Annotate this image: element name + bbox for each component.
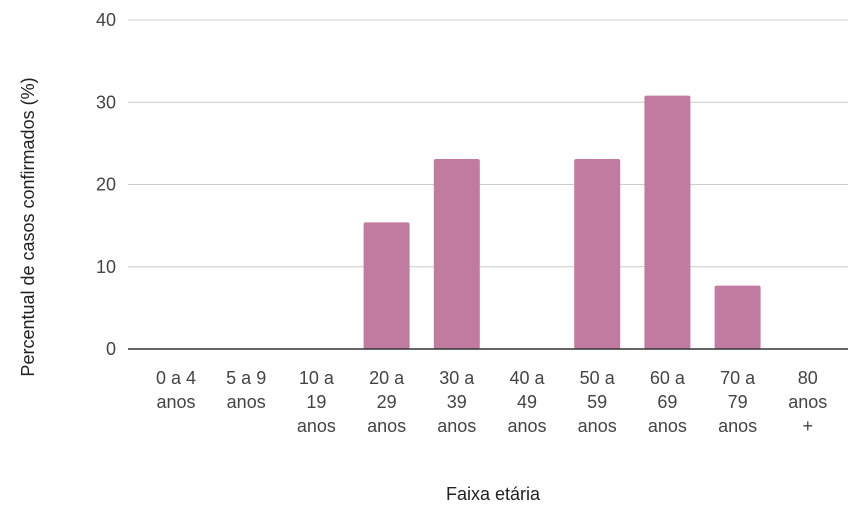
- x-tick-label-line: anos: [437, 416, 476, 436]
- x-tick-label-line: 39: [447, 392, 467, 412]
- x-tick-label: 20 a 29 anos: [367, 368, 406, 436]
- x-tick-label-line: anos: [297, 416, 336, 436]
- x-axis-title: Faixa etária: [446, 484, 541, 504]
- bar: [433, 159, 480, 349]
- x-tick-label-line: anos: [367, 416, 406, 436]
- x-tick-label-line: 69: [657, 392, 677, 412]
- x-tick-label-line: 10 a: [299, 368, 335, 388]
- bar: [574, 159, 621, 349]
- x-tick-label-line: 80: [798, 368, 818, 388]
- y-axis-title: Percentual de casos confirmados (%): [18, 77, 38, 376]
- x-tick-label: 30 a 39 anos: [437, 368, 476, 436]
- x-tick-label-line: 0 a 4: [156, 368, 196, 388]
- x-tick-label: 70 a 79 anos: [718, 368, 757, 436]
- x-tick-label: 10 a 19 anos: [297, 368, 336, 436]
- x-tick-label-line: 60 a: [650, 368, 686, 388]
- bar: [363, 222, 410, 349]
- x-tick-label-line: 40 a: [509, 368, 545, 388]
- x-tick-label-line: 19: [306, 392, 326, 412]
- x-tick-label-line: anos: [788, 392, 827, 412]
- y-tick-label: 20: [96, 175, 116, 195]
- x-tick-label-line: 79: [728, 392, 748, 412]
- x-tick-label-line: anos: [718, 416, 757, 436]
- y-axis-ticks: 0 10 20 30 40: [96, 10, 116, 359]
- bar: [714, 285, 761, 349]
- y-tick-label: 30: [96, 92, 116, 112]
- x-tick-label-line: 20 a: [369, 368, 405, 388]
- bars: [363, 95, 761, 349]
- x-tick-label-line: 49: [517, 392, 537, 412]
- x-tick-label-line: anos: [648, 416, 687, 436]
- gridlines: [128, 19, 848, 268]
- x-tick-label-line: anos: [156, 392, 195, 412]
- x-tick-label-line: anos: [578, 416, 617, 436]
- x-tick-label-line: 70 a: [720, 368, 756, 388]
- x-tick-label: 40 a 49 anos: [507, 368, 546, 436]
- x-tick-label-line: 5 a 9: [226, 368, 266, 388]
- y-tick-label: 0: [106, 339, 116, 359]
- x-tick-label-line: anos: [227, 392, 266, 412]
- x-tick-label-line: 59: [587, 392, 607, 412]
- x-tick-label: 0 a 4 anos: [156, 368, 196, 412]
- bar: [644, 95, 691, 349]
- y-tick-label: 40: [96, 10, 116, 30]
- x-tick-label: 60 a 69 anos: [648, 368, 687, 436]
- x-tick-label-line: 50 a: [580, 368, 616, 388]
- x-tick-label-line: 29: [377, 392, 397, 412]
- x-tick-label: 80 anos +: [788, 368, 827, 436]
- x-tick-label: 50 a 59 anos: [578, 368, 617, 436]
- x-tick-label: 5 a 9 anos: [226, 368, 266, 412]
- x-tick-label-line: anos: [507, 416, 546, 436]
- x-tick-label-line: 30 a: [439, 368, 475, 388]
- x-tick-label-line: +: [803, 416, 814, 436]
- y-tick-label: 10: [96, 257, 116, 277]
